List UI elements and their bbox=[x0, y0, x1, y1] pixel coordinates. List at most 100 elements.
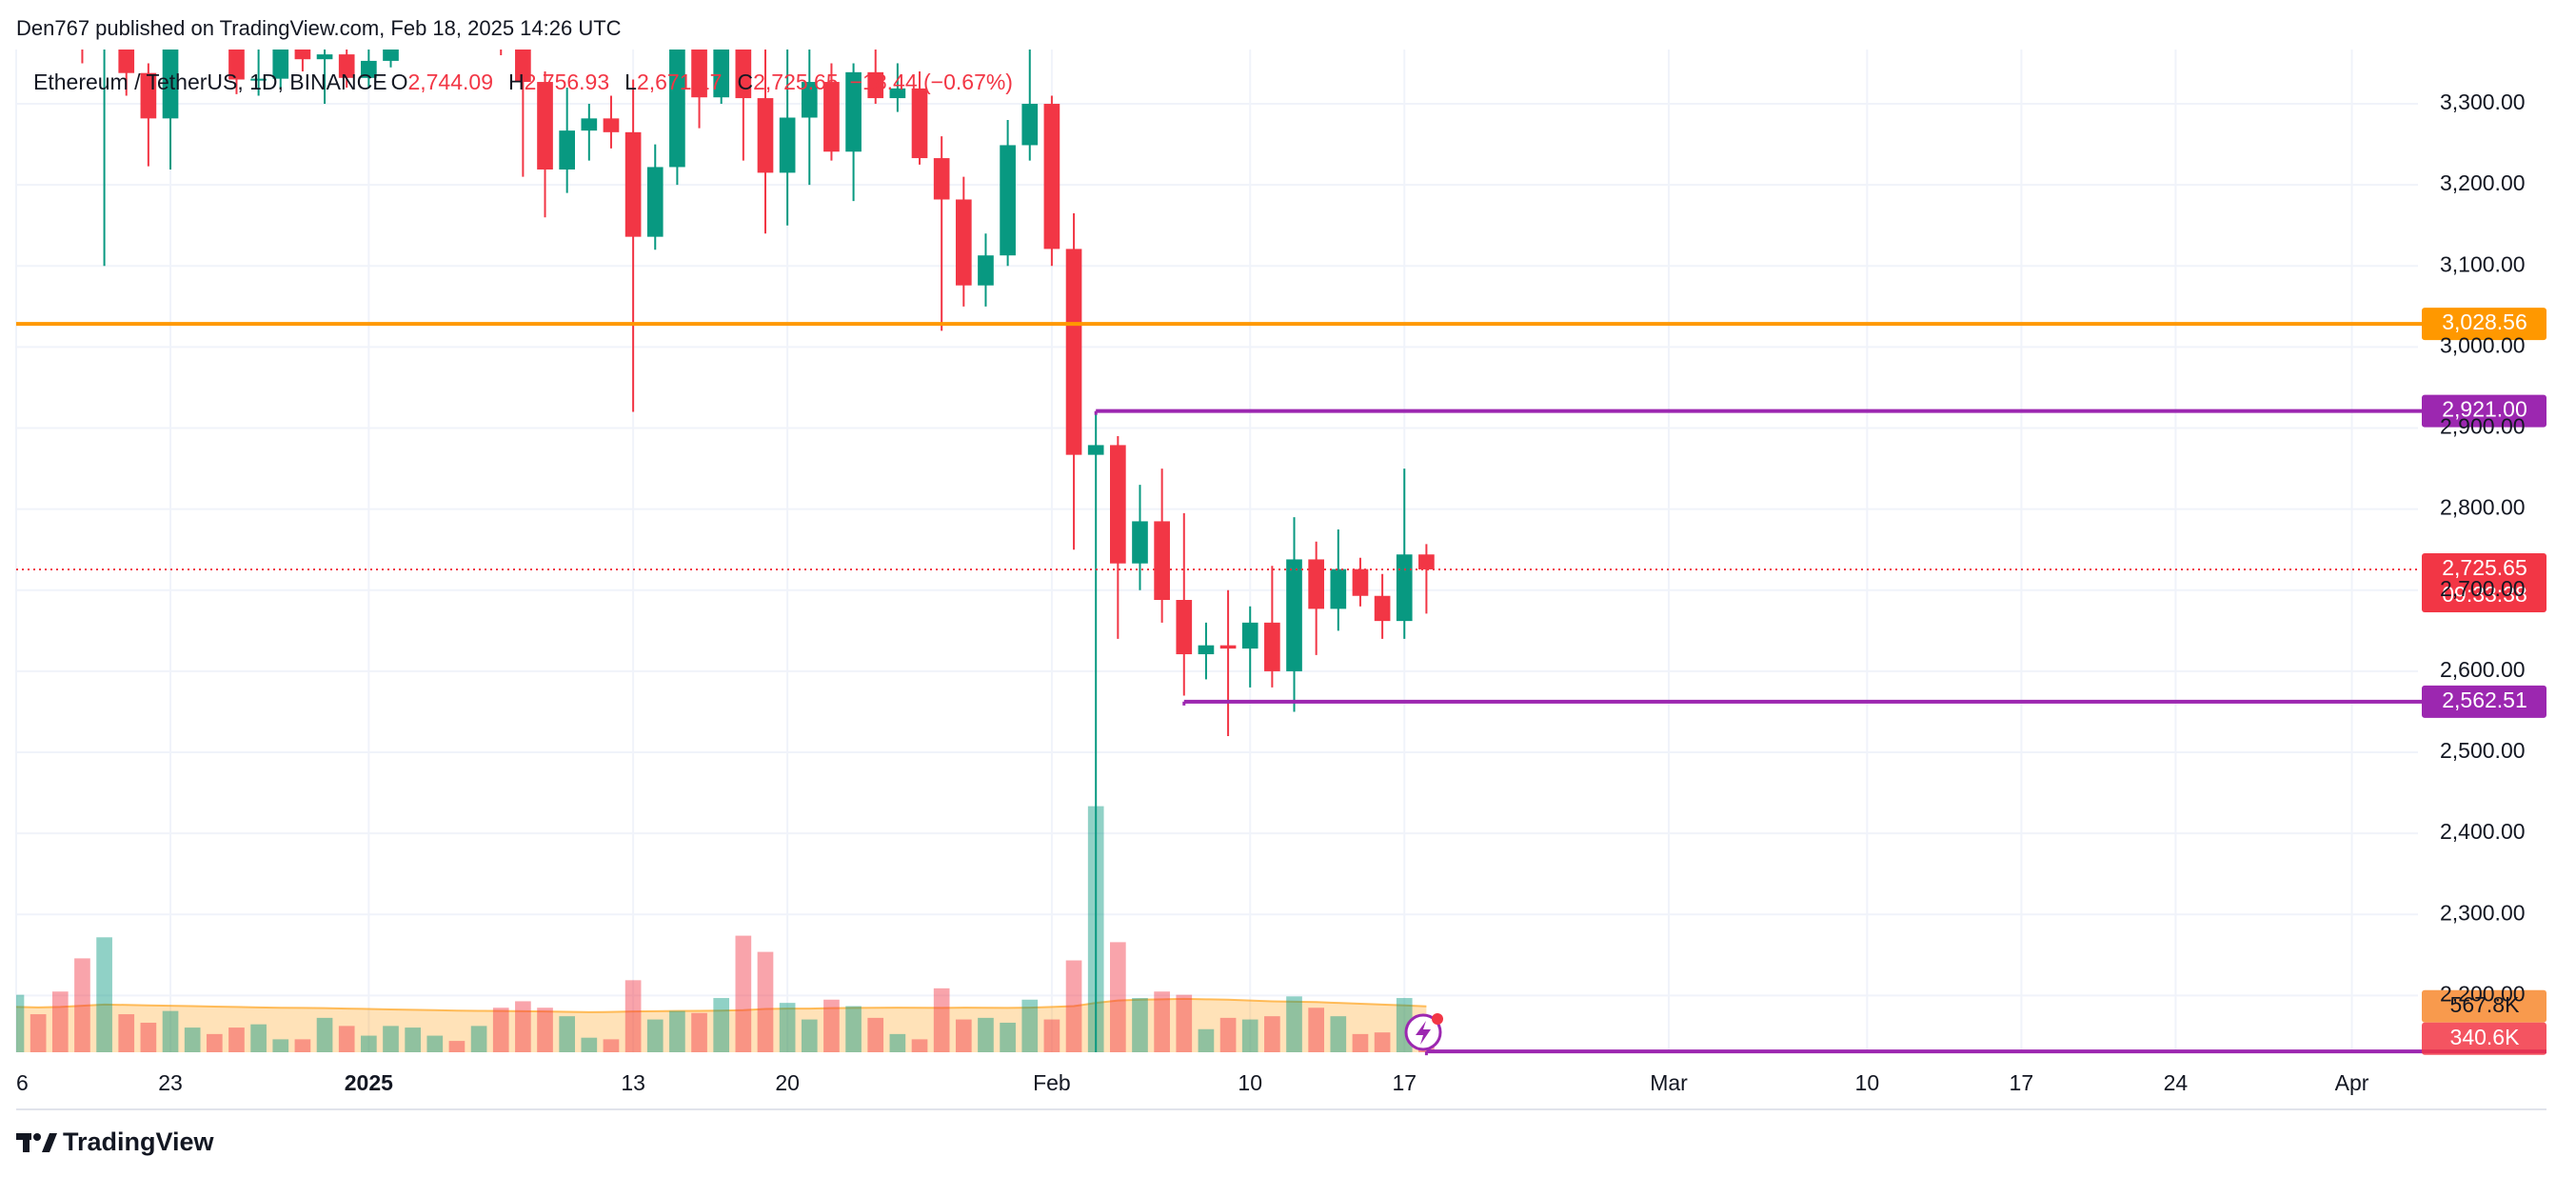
volume-bar bbox=[1132, 998, 1148, 1052]
candle-body bbox=[1241, 622, 1258, 649]
candle-body bbox=[1065, 249, 1082, 455]
candle-body bbox=[1308, 559, 1324, 609]
candle-body bbox=[383, 50, 399, 61]
volume-bar bbox=[294, 1039, 311, 1052]
y-tick-label: 3,300.00 bbox=[2440, 90, 2526, 114]
candle-body bbox=[1000, 145, 1016, 256]
y-tick-label: 2,800.00 bbox=[2440, 495, 2526, 520]
x-tick-label: 17 bbox=[2010, 1070, 2034, 1095]
x-tick-label: 13 bbox=[621, 1070, 645, 1095]
candle-body bbox=[74, 0, 90, 8]
volume-bar bbox=[713, 998, 730, 1052]
volume-bar bbox=[757, 951, 774, 1052]
level-label: 3,028.56 bbox=[2442, 309, 2527, 334]
volume-bar bbox=[801, 1019, 818, 1052]
volume-bar bbox=[624, 980, 642, 1052]
level-label: 2,562.51 bbox=[2442, 688, 2527, 712]
candle-body bbox=[1198, 645, 1215, 655]
volume-bar bbox=[646, 1019, 664, 1052]
volume-bar bbox=[1176, 994, 1193, 1052]
volume-badge bbox=[2422, 1022, 2546, 1055]
level-label-bg bbox=[2422, 394, 2546, 428]
candle-body bbox=[559, 130, 576, 170]
candle-body bbox=[316, 54, 333, 60]
volume-bar bbox=[1000, 1022, 1016, 1052]
x-tick-label: 10 bbox=[1238, 1070, 1262, 1095]
level-label-bg bbox=[2422, 685, 2546, 718]
candle-body bbox=[889, 88, 906, 99]
candle-body bbox=[624, 131, 642, 237]
volume-bar bbox=[228, 1027, 245, 1052]
countdown: 09:33:38 bbox=[2442, 582, 2527, 607]
volume-bar bbox=[1043, 1019, 1060, 1052]
x-tick-label: 24 bbox=[2164, 1070, 2189, 1095]
volume-bar bbox=[933, 987, 950, 1052]
legend-key: O bbox=[390, 69, 408, 94]
candle-body bbox=[537, 82, 553, 170]
candle-body bbox=[1043, 104, 1060, 249]
candle-body bbox=[1132, 521, 1148, 564]
candle-body bbox=[691, 50, 707, 98]
volume-bar bbox=[206, 1033, 223, 1052]
candle-body bbox=[1176, 600, 1193, 655]
y-tick-label: 2,200.00 bbox=[2440, 981, 2526, 1006]
candle-body bbox=[338, 54, 355, 78]
volume-bar bbox=[426, 1035, 444, 1052]
y-tick-label: 2,900.00 bbox=[2440, 414, 2526, 439]
candle-body bbox=[250, 78, 267, 81]
y-tick-label: 2,300.00 bbox=[2440, 900, 2526, 925]
legend-value: 2,756.93 bbox=[524, 69, 610, 94]
candle-body bbox=[581, 118, 598, 131]
volume-bar bbox=[1198, 1028, 1215, 1052]
candle-body bbox=[603, 118, 620, 132]
candle-body bbox=[1396, 554, 1413, 622]
volume-bar bbox=[735, 935, 752, 1052]
legend-key: L bbox=[624, 69, 637, 94]
volume-bar bbox=[1154, 991, 1170, 1052]
volume-ma-area bbox=[16, 998, 1427, 1052]
y-tick-label: 2,700.00 bbox=[2440, 576, 2526, 601]
volume-bar bbox=[272, 1039, 289, 1052]
volume-bar bbox=[361, 1035, 377, 1052]
y-axis: 3,300.00 3,200.00 3,100.00 3,000.00 2,900.00… bbox=[2440, 90, 2526, 1006]
candle-body bbox=[294, 50, 311, 60]
candle-body bbox=[228, 50, 245, 80]
level-label: 2,921.00 bbox=[2442, 397, 2527, 422]
volume-bar bbox=[51, 991, 69, 1052]
candle-body bbox=[955, 199, 972, 286]
volume-ma-label: 567.8K bbox=[2450, 992, 2521, 1017]
candle-body bbox=[185, 0, 201, 7]
volume-bar bbox=[1374, 1032, 1391, 1052]
x-tick-label: 2025 bbox=[345, 1070, 393, 1095]
x-tick-label: 17 bbox=[1392, 1070, 1417, 1095]
candle-body bbox=[978, 255, 994, 286]
x-tick-label: 16 bbox=[4, 1070, 29, 1095]
candle-body bbox=[801, 82, 818, 118]
candle-body bbox=[1110, 445, 1126, 564]
volume-pane bbox=[16, 806, 1435, 1052]
candle-body bbox=[272, 50, 289, 79]
candle-body bbox=[1154, 521, 1170, 601]
volume-bar bbox=[691, 1012, 707, 1052]
volume-bar bbox=[316, 1017, 333, 1052]
candle-body bbox=[713, 50, 730, 98]
legend-value: 2,725.65 bbox=[753, 69, 839, 94]
candles bbox=[74, 0, 1435, 1052]
candle-body bbox=[162, 50, 179, 119]
candle-body bbox=[1374, 595, 1391, 622]
volume-bar bbox=[779, 1003, 796, 1052]
candle-body bbox=[140, 72, 157, 119]
x-tick-label: 23 bbox=[158, 1070, 183, 1095]
candle-body bbox=[735, 50, 752, 99]
y-tick-label: 3,100.00 bbox=[2440, 251, 2526, 276]
volume-bar bbox=[1021, 999, 1039, 1052]
overlay: 3,028.56 2,921.00 2,562.51 2,725.6509:33:38… bbox=[16, 308, 2546, 1056]
y-tick-label: 2,600.00 bbox=[2440, 657, 2526, 682]
x-tick-label: 10 bbox=[1855, 1070, 1880, 1095]
legend-change: −18.44 (−0.67%) bbox=[849, 69, 1013, 94]
volume-ma-badge bbox=[2422, 989, 2546, 1023]
volume-bar bbox=[1241, 1019, 1258, 1052]
legend-value: 2,744.09 bbox=[407, 69, 493, 94]
